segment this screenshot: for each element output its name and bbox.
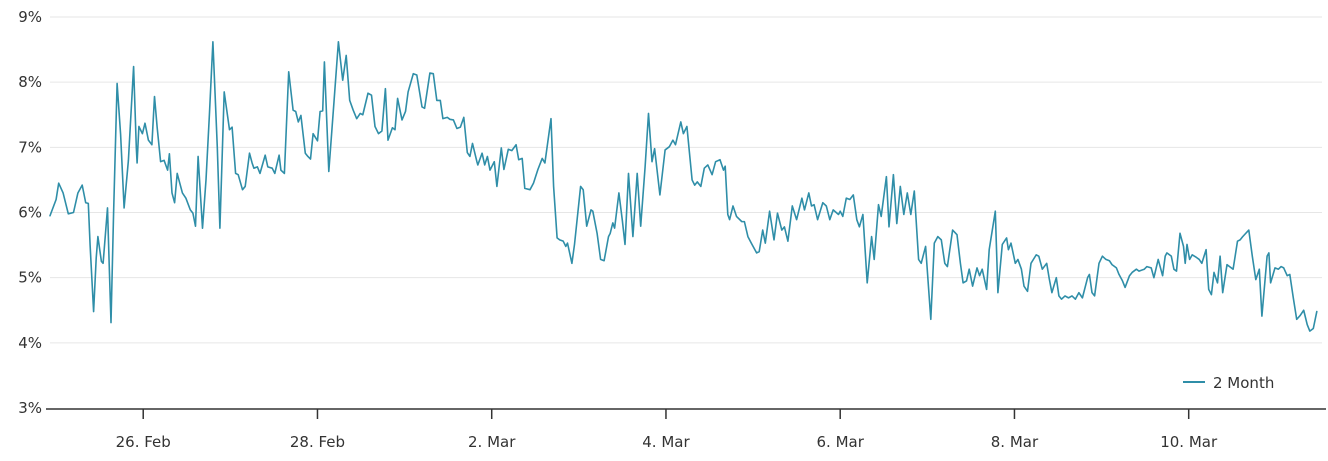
series-line-2-month [49,40,1318,332]
legend[interactable]: 2 Month [1183,374,1274,392]
x-axis-label: 6. Mar [817,433,865,451]
x-axis-label: 8. Mar [991,433,1039,451]
y-axis-label: 5% [18,269,42,287]
x-axis-label: 4. Mar [642,433,690,451]
x-axis-label: 2. Mar [468,433,516,451]
x-axis: 26. Feb 28. Feb 2. Mar 4. Mar 6. Mar 8. Mar 10… [46,408,1326,451]
y-axis-labels: 3% 4% 5% 6% 7% 8% 9% [18,8,42,417]
gridlines [50,16,1322,344]
x-axis-label: 26. Feb [116,433,171,451]
y-axis-label: 3% [18,399,42,417]
y-axis-label: 4% [18,334,42,352]
y-axis-label: 8% [18,73,42,91]
y-axis-label: 7% [18,138,42,156]
y-axis-label: 9% [18,8,42,26]
legend-label[interactable]: 2 Month [1213,374,1274,392]
y-axis-label: 6% [18,204,42,222]
x-axis-label: 10. Mar [1160,433,1218,451]
series-group [49,40,1318,332]
x-axis-label: 28. Feb [290,433,345,451]
